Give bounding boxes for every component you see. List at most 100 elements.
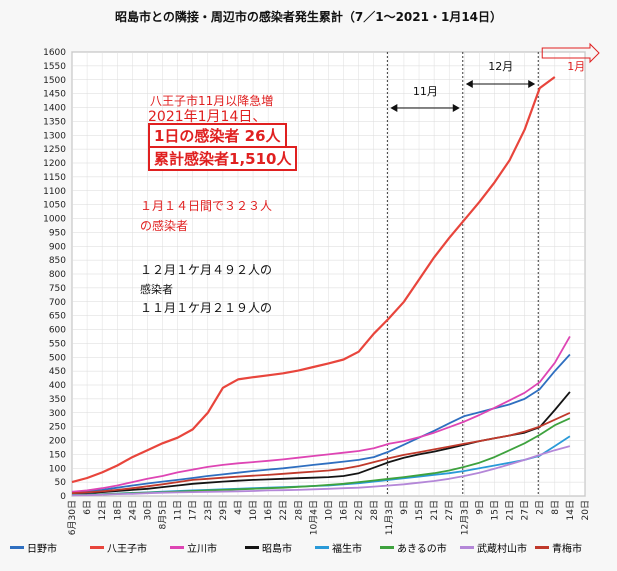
x-tick-label: 12月3日 <box>459 500 470 535</box>
y-tick-label: 1200 <box>43 159 66 169</box>
x-tick-label: 17日 <box>188 500 199 520</box>
annotation-6: １２月１ケ月４９２人の <box>140 263 273 277</box>
x-tick-label: 27日 <box>520 500 531 520</box>
x-tick-label: 22日 <box>278 500 289 520</box>
y-tick-label: 1500 <box>43 76 66 86</box>
legend-swatch <box>90 546 104 549</box>
x-tick-label: 15日 <box>414 500 425 520</box>
y-tick-label: 750 <box>49 284 66 294</box>
legend-swatch <box>380 546 394 549</box>
dec-arrow-head-left <box>465 80 473 88</box>
nov-arrow-head-right <box>452 104 460 112</box>
y-tick-label: 850 <box>49 256 66 266</box>
legend-label: 青梅市 <box>552 544 582 555</box>
legend-label: 立川市 <box>187 544 217 555</box>
x-tick-label: 16日 <box>263 500 274 520</box>
x-tick-label: 28日 <box>293 500 304 520</box>
x-tick-label: 24日 <box>127 500 138 520</box>
annotation-2: 1日の感染者 26人 <box>148 123 287 148</box>
nov-arrow-head-left <box>390 104 398 112</box>
x-tick-label: 12日 <box>97 500 108 520</box>
y-tick-label: 650 <box>49 312 66 322</box>
dec-arrow-head-right <box>528 80 536 88</box>
x-tick-label: 6月30日 <box>67 500 78 535</box>
x-tick-label: 20日 <box>580 500 591 520</box>
x-tick-label: 23日 <box>203 500 214 520</box>
y-tick-label: 300 <box>49 409 66 419</box>
y-tick-label: 1150 <box>43 173 66 183</box>
series-line-0 <box>71 353 571 494</box>
y-tick-label: 450 <box>49 367 66 377</box>
y-tick-label: 1300 <box>43 131 66 141</box>
legend-swatch <box>315 546 329 549</box>
legend-item-7: 青梅市 <box>535 540 582 555</box>
legend-swatch <box>245 546 259 549</box>
x-tick-label: 16日 <box>339 500 350 520</box>
x-tick-label: 30日 <box>142 500 153 520</box>
legend-label: 日野市 <box>27 544 57 555</box>
legend-item-1: 八王子市 <box>90 540 147 555</box>
legend-item-5: あきるの市 <box>380 540 447 555</box>
x-tick-label: 6日 <box>82 500 93 515</box>
jan-arrow <box>541 42 600 64</box>
x-tick-label: 9日 <box>399 500 410 515</box>
legend-item-3: 昭島市 <box>245 540 292 555</box>
x-tick-label: 4日 <box>233 500 244 515</box>
x-tick-label: 2日 <box>535 500 546 515</box>
series-line-2 <box>71 335 571 493</box>
x-tick-label: 14日 <box>565 500 576 520</box>
y-tick-label: 1450 <box>43 90 66 100</box>
y-tick-label: 1250 <box>43 145 66 155</box>
y-tick-label: 1050 <box>43 201 66 211</box>
y-tick-label: 600 <box>49 326 66 336</box>
annotation-0: 八王子市11月以降急増 <box>150 94 274 108</box>
y-tick-label: 1400 <box>43 104 66 114</box>
x-tick-label: 10日 <box>324 500 335 520</box>
series-line-1 <box>71 76 556 484</box>
x-tick-label: 10月4日 <box>308 500 319 535</box>
y-tick-label: 150 <box>49 450 66 460</box>
legend-label: 八王子市 <box>107 544 147 555</box>
y-tick-label: 1000 <box>43 215 66 225</box>
legend-item-6: 武蔵村山市 <box>460 540 527 555</box>
legend-swatch <box>535 546 549 549</box>
y-tick-label: 1100 <box>43 187 66 197</box>
legend-item-4: 福生市 <box>315 540 362 555</box>
y-tick-label: 1600 <box>43 48 66 58</box>
legend-label: 武蔵村山市 <box>477 544 527 555</box>
annotation-4: １月１４日間で３２３人 <box>140 199 273 213</box>
x-tick-label: 21日 <box>429 500 440 520</box>
chart-title: 昭島市との隣接・周辺市の感染者発生累計（7／1～2021・1月14日） <box>114 10 503 24</box>
x-tick-label: 11日 <box>173 500 184 520</box>
series-line-6 <box>71 445 571 497</box>
legend-label: 福生市 <box>332 544 362 555</box>
y-tick-label: 200 <box>49 437 66 447</box>
y-tick-label: 900 <box>49 242 66 252</box>
month-label: 1月 <box>567 60 585 73</box>
y-tick-label: 550 <box>49 339 66 349</box>
y-tick-label: 950 <box>49 228 66 238</box>
legend-item-2: 立川市 <box>170 540 217 555</box>
annotation-8: １１月１ケ月２１９人の <box>140 301 273 315</box>
x-tick-label: 15日 <box>489 500 500 520</box>
y-tick-label: 1350 <box>43 117 66 127</box>
annotation-3: 累計感染者1,510人 <box>148 146 298 171</box>
x-tick-label: 22日 <box>354 500 365 520</box>
y-tick-label: 100 <box>49 464 66 474</box>
x-tick-label: 9日 <box>474 500 485 515</box>
legend-label: 昭島市 <box>262 544 292 555</box>
month-label: 11月 <box>413 85 438 98</box>
y-tick-label: 350 <box>49 395 66 405</box>
y-tick-label: 1550 <box>43 62 66 72</box>
legend-swatch <box>460 546 474 549</box>
y-tick-label: 50 <box>55 478 67 488</box>
y-tick-label: 0 <box>60 492 66 502</box>
x-tick-label: 21日 <box>505 500 516 520</box>
x-tick-label: 29日 <box>218 500 229 520</box>
x-tick-label: 8月5日 <box>158 500 169 529</box>
annotation-1: 2021年1月14日、 <box>148 109 267 125</box>
annotation-5: の感染者 <box>140 219 189 233</box>
y-tick-label: 400 <box>49 381 66 391</box>
annotation-7: 感染者 <box>140 283 173 296</box>
y-tick-label: 800 <box>49 270 66 280</box>
